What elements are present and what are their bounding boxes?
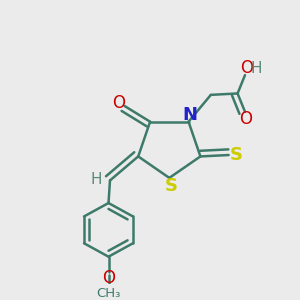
Text: S: S	[164, 177, 177, 195]
Text: O: O	[112, 94, 125, 112]
Text: O: O	[239, 110, 252, 128]
Text: O: O	[240, 59, 253, 77]
Text: S: S	[230, 146, 243, 164]
Text: H: H	[250, 61, 262, 76]
Text: O: O	[102, 269, 115, 287]
Text: CH₃: CH₃	[96, 287, 121, 300]
Text: N: N	[182, 106, 197, 124]
Text: H: H	[91, 172, 102, 187]
